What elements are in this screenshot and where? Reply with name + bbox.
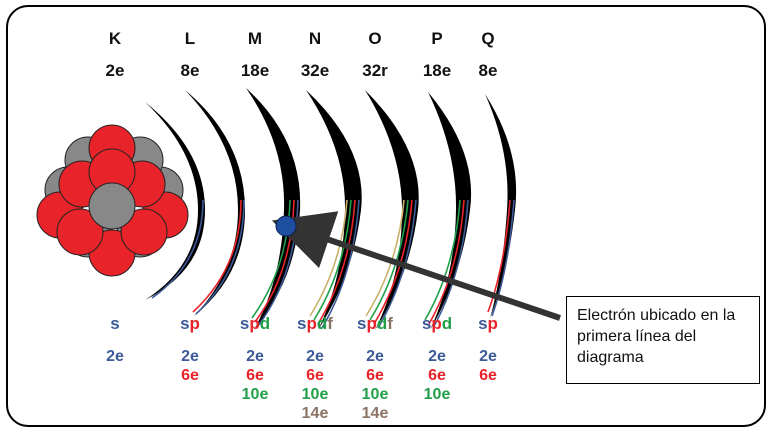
subshell-letter-p: p: [367, 314, 377, 333]
subshell-letter-s: s: [240, 314, 249, 333]
shell-capacity: 8e: [181, 61, 200, 80]
shell-capacity: 8e: [479, 61, 498, 80]
subshell-letter-s: s: [297, 314, 306, 333]
subshell-letter-p: p: [190, 314, 200, 333]
subshell-line-s: [377, 199, 417, 329]
subshell-line-p: [192, 199, 242, 313]
subshell-line-s: [195, 199, 245, 315]
proton: [120, 208, 168, 256]
shell-letter: O: [368, 29, 381, 48]
shell-capacity: 2e: [106, 61, 125, 80]
electron-count-p: 6e: [366, 367, 384, 384]
subshell-label: sp: [180, 314, 200, 333]
electron-count-s: 2e: [106, 348, 124, 365]
electron-count-d: 10e: [424, 386, 451, 403]
electron-count-s: 2e: [479, 348, 497, 365]
subshell-line-p: [487, 199, 511, 313]
callout-box: Electrón ubicado en la primera línea del…: [566, 296, 760, 384]
subshell-letter-s: s: [478, 314, 487, 333]
subshell-line-d: [424, 199, 461, 321]
shell-letter: L: [185, 29, 195, 48]
proton: [56, 208, 104, 256]
shell-headers: K 2e L 8e M 18e N 32e O 32r P 18e Q 8e: [106, 29, 498, 80]
electron-count-s: 2e: [366, 348, 384, 365]
electron-count-d: 10e: [242, 386, 269, 403]
shell-letter: P: [431, 29, 442, 48]
electron-counts: 2e 2e 6e 2e 6e 10e 2e 6e 10e 14e 2e 6e 10e 14e 2e 6e 10e…: [106, 348, 497, 422]
shell-capacity: 18e: [423, 61, 451, 80]
shell-arc-q: [485, 94, 517, 318]
electron-count-f: 14e: [362, 405, 389, 422]
subshell-letter-p: p: [307, 314, 317, 333]
electron-count-d: 10e: [362, 386, 389, 403]
shell-arc-n: [306, 90, 362, 330]
shell-capacity: 32r: [362, 61, 388, 80]
shell-capacity: 18e: [241, 61, 269, 80]
subshell-letter-s: s: [110, 314, 119, 333]
shell-arc-l: [185, 90, 245, 316]
subshell-letter-d: d: [317, 314, 327, 333]
shell-letter: M: [248, 29, 262, 48]
subshell-label: spdf: [357, 314, 393, 333]
electron-count-d: 10e: [302, 386, 329, 403]
shell-arc-o: [365, 90, 419, 330]
subshell-label: spd: [240, 314, 270, 333]
callout-arrow: [271, 211, 561, 321]
subshell-line-p: [428, 199, 465, 325]
subshell-letter-f: f: [327, 314, 333, 333]
electron-count-s: 2e: [181, 348, 199, 365]
shell-capacity: 32e: [301, 61, 329, 80]
subshell-line-s: [491, 199, 515, 317]
subshell-line-d: [313, 199, 352, 321]
subshell-line-s: [151, 199, 204, 299]
electron-count-s: 2e: [246, 348, 264, 365]
subshell-letter-s: s: [422, 314, 431, 333]
subshell-line-s: [321, 199, 360, 329]
subshell-letter-d: d: [442, 314, 452, 333]
nucleus: [36, 124, 189, 277]
electron-count-s: 2e: [428, 348, 446, 365]
subshell-line-s: [432, 199, 469, 329]
subshell-letter-p: p: [431, 314, 441, 333]
subshell-label: sp: [478, 314, 498, 333]
subshell-label: s: [110, 314, 119, 333]
shell-arc-k: [145, 102, 205, 300]
electron-count-p: 6e: [479, 367, 497, 384]
callout-text: Electrón ubicado en la primera línea del…: [577, 307, 736, 366]
shell-letter: N: [309, 29, 321, 48]
shell-letter: Q: [481, 29, 494, 48]
subshell-letter-p: p: [488, 314, 498, 333]
electron-count-p: 6e: [306, 367, 324, 384]
electron-count-p: 6e: [181, 367, 199, 384]
subshell-letter-f: f: [387, 314, 393, 333]
neutron: [88, 182, 136, 230]
electron-count-s: 2e: [306, 348, 324, 365]
subshell-label: spd: [422, 314, 452, 333]
electron-count-p: 6e: [246, 367, 264, 384]
subshell-letter-p: p: [249, 314, 259, 333]
subshell-labels: s sp spd spdf spdf spd sp: [110, 314, 498, 333]
subshell-letter-d: d: [260, 314, 270, 333]
electron: [275, 215, 297, 237]
shell-letter: K: [109, 29, 122, 48]
shell-arc-p: [428, 92, 472, 330]
electron-count-f: 14e: [302, 405, 329, 422]
subshell-label: spdf: [297, 314, 333, 333]
shell-arcs: [145, 88, 517, 330]
subshell-letter-s: s: [180, 314, 189, 333]
diagram-frame: [6, 5, 766, 427]
electron-count-p: 6e: [428, 367, 446, 384]
subshell-letter-d: d: [377, 314, 387, 333]
subshell-letter-s: s: [357, 314, 366, 333]
subshell-line-p: [317, 199, 356, 325]
